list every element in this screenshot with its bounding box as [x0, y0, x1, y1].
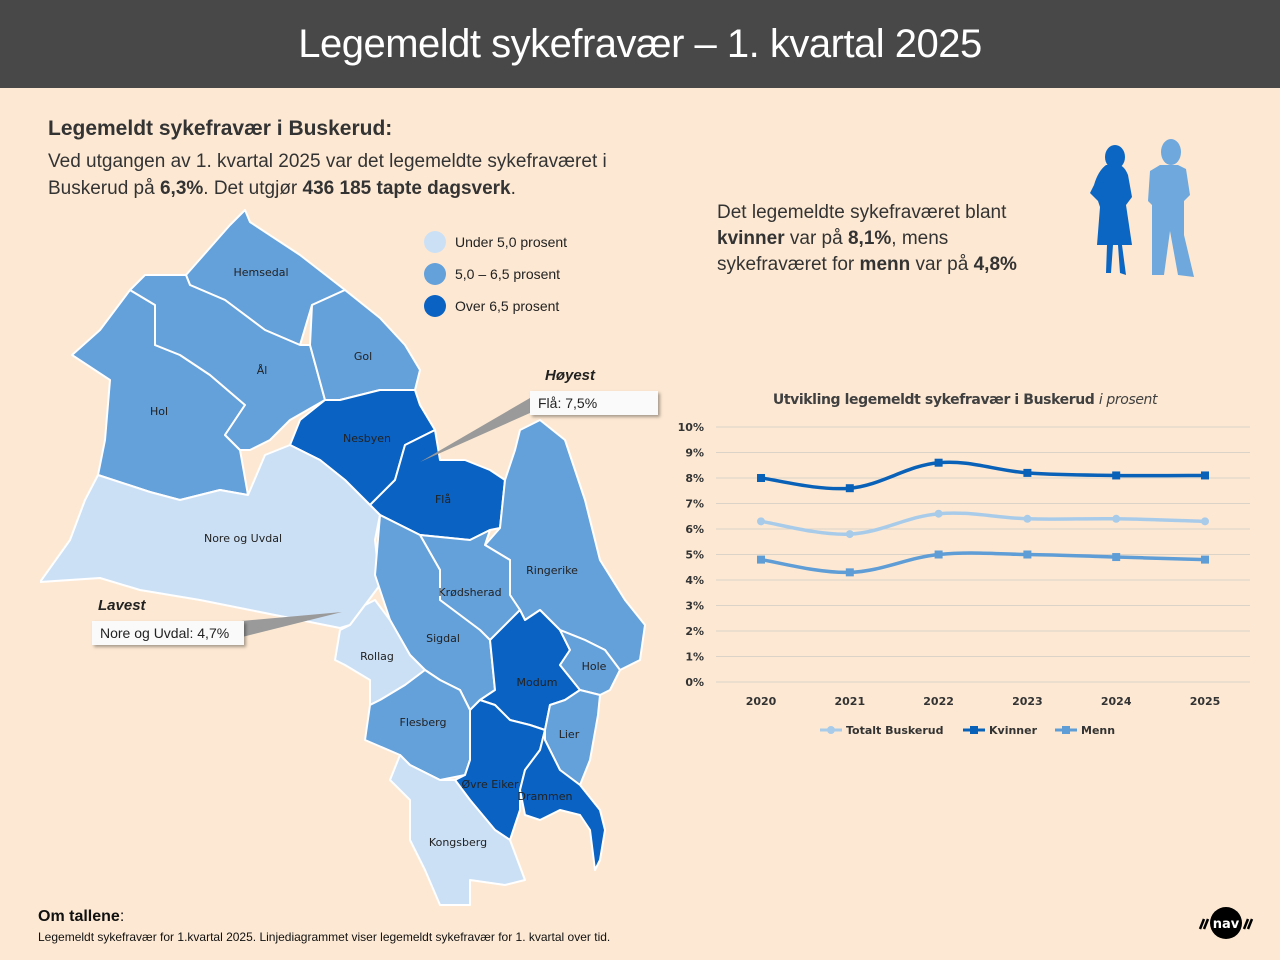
- y-tick-label: 9%: [685, 447, 704, 460]
- svg-text:Kongsberg: Kongsberg: [429, 836, 487, 849]
- svg-text:Sigdal: Sigdal: [426, 632, 460, 645]
- data-point: [845, 568, 854, 577]
- gender-summary: Det legemeldte sykefraværet blant kvinne…: [717, 202, 1017, 275]
- data-point: [1201, 555, 1209, 564]
- svg-text:Hole: Hole: [582, 660, 607, 673]
- women-value: 8,1%: [847, 228, 892, 249]
- legend-dot-low-icon: [424, 231, 446, 253]
- svg-text:Drammen: Drammen: [518, 790, 573, 803]
- legend-label: Menn: [1081, 724, 1115, 737]
- y-tick-label: 7%: [685, 498, 704, 511]
- data-point: [934, 458, 943, 467]
- municipality-al: [129, 274, 326, 451]
- total-value: 6,3%: [159, 178, 204, 199]
- svg-text:Flesberg: Flesberg: [400, 716, 447, 729]
- y-tick-label: 4%: [685, 574, 704, 587]
- series-line: [760, 460, 1206, 491]
- line-chart: 0% 1% 2% 3% 4% 5% 6% 7% 8% 9% 10% 2020 2021 2022 2023 2…: [678, 421, 1250, 737]
- data-point: [845, 530, 854, 539]
- page-title: Legemeldt sykefravær – 1. kvartal 2025: [298, 21, 982, 66]
- series-line: [760, 551, 1206, 575]
- x-tick-label: 2025: [1190, 695, 1221, 708]
- svg-text:Nesbyen: Nesbyen: [343, 432, 391, 445]
- data-point: [1201, 517, 1209, 526]
- legend-dot-mid-icon: [424, 263, 446, 285]
- data-point: [934, 509, 943, 518]
- svg-text:Flå: Flå: [435, 493, 451, 506]
- municipality-hole: [559, 629, 621, 696]
- buskerud-map: Hemsedal Hol Ål Gol Nesbyen Flå Nore og …: [40, 209, 646, 906]
- data-point: [1023, 468, 1032, 477]
- x-tick-label: 2023: [1012, 695, 1043, 708]
- footer-text: Legemeldt sykefravær for 1.kvartal 2025.…: [38, 930, 611, 944]
- x-tick-label: 2024: [1101, 695, 1132, 708]
- svg-text:Nore og Uvdal: Nore og Uvdal: [204, 532, 282, 545]
- svg-text:Ringerike: Ringerike: [526, 564, 578, 577]
- header-bar: Legemeldt sykefravær – 1. kvartal 2025: [0, 0, 1280, 88]
- legend-item-high: Over 6,5 prosent: [424, 290, 567, 322]
- legend-item-low: Under 5,0 prosent: [424, 226, 567, 258]
- y-tick-label: 8%: [685, 472, 704, 485]
- series-line: [760, 511, 1206, 536]
- data-point: [757, 517, 765, 526]
- svg-text:Hemsedal: Hemsedal: [233, 266, 288, 279]
- legend-dot-high-icon: [424, 295, 446, 317]
- data-point: [934, 550, 943, 559]
- callout-pointer-highest: [420, 398, 530, 462]
- callout-pointer-lowest: [230, 612, 342, 640]
- lowest-callout: Nore og Uvdal: 4,7%: [92, 621, 244, 645]
- chart-title: Utvikling legemeldt sykefravær i Buskeru…: [772, 392, 1158, 408]
- map-legend: Under 5,0 prosent 5,0 – 6,5 prosent Over…: [424, 226, 567, 322]
- section-subtitle: Legemeldt sykefravær i Buskerud:: [48, 117, 393, 140]
- municipality-kongsberg: [389, 754, 526, 906]
- data-point: [757, 555, 765, 564]
- woman-silhouette-icon: [1090, 145, 1132, 275]
- y-tick-label: 6%: [685, 523, 704, 536]
- svg-text:Øvre Eiker: Øvre Eiker: [462, 778, 519, 791]
- legend-label: Kvinner: [989, 724, 1038, 737]
- footer-title: Om tallene:: [38, 908, 125, 925]
- x-tick-label: 2022: [923, 695, 954, 708]
- municipality-gol: [309, 289, 421, 401]
- data-point: [1023, 514, 1032, 523]
- man-silhouette-icon: [1148, 139, 1194, 277]
- y-tick-label: 1%: [685, 651, 704, 664]
- svg-text:Krødsherad: Krødsherad: [438, 586, 501, 599]
- data-point: [1023, 550, 1032, 559]
- data-point: [1112, 553, 1121, 562]
- highest-callout: Flå: 7,5%: [530, 391, 658, 415]
- data-point: [757, 474, 765, 482]
- legend-item-mid: 5,0 – 6,5 prosent: [424, 258, 567, 290]
- legend-label: Totalt Buskerud: [846, 724, 944, 737]
- municipality-drammen: [519, 729, 606, 871]
- svg-text:Gol: Gol: [354, 350, 372, 363]
- svg-text:Modum: Modum: [517, 676, 558, 689]
- y-tick-label: 5%: [685, 549, 704, 562]
- nav-logo: nav: [1198, 907, 1254, 939]
- y-tick-label: 0%: [685, 676, 704, 689]
- data-point: [1201, 471, 1209, 480]
- intro-text: Ved utgangen av 1. kvartal 2025 var det …: [48, 151, 607, 199]
- y-tick-label: 10%: [678, 421, 704, 434]
- svg-text:Lier: Lier: [559, 728, 580, 741]
- highest-title: Høyest: [545, 367, 596, 384]
- lost-days-value: 436 185 tapte dagsverk: [302, 178, 511, 199]
- people-silhouette-icon: [1090, 139, 1194, 277]
- x-tick-label: 2021: [834, 695, 865, 708]
- data-point: [1112, 471, 1121, 480]
- svg-text:Rollag: Rollag: [360, 650, 394, 663]
- men-value: 4,8%: [973, 254, 1017, 275]
- lowest-title: Lavest: [98, 597, 146, 614]
- svg-text:nav: nav: [1213, 917, 1240, 932]
- svg-text:Hol: Hol: [150, 405, 168, 418]
- y-tick-label: 2%: [685, 625, 704, 638]
- svg-text:Ål: Ål: [257, 364, 268, 377]
- x-tick-label: 2020: [746, 695, 777, 708]
- data-point: [845, 484, 854, 493]
- y-tick-label: 3%: [685, 600, 704, 613]
- data-point: [1112, 514, 1121, 523]
